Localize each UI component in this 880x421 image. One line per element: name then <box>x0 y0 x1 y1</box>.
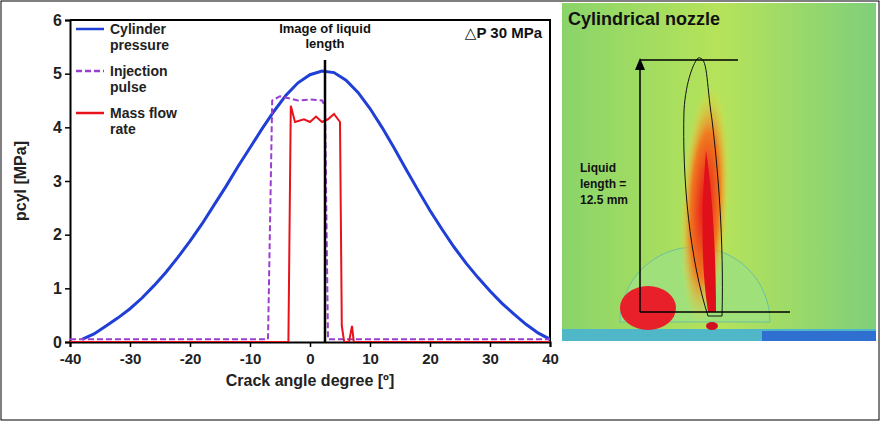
y-tick: 3 <box>53 173 70 190</box>
series-line <box>82 71 550 339</box>
y-axis-title: pcyl [MPa] <box>12 141 29 221</box>
y-tick-label: 3 <box>53 173 62 190</box>
text-line: Mass flow <box>110 105 177 121</box>
y-tick: 0 <box>53 334 70 351</box>
y-tick-label: 4 <box>53 119 62 136</box>
legend-item: Cylinderpressure <box>76 21 169 53</box>
plot-frame <box>70 20 550 342</box>
image-bottom-band <box>562 329 876 341</box>
length-arrowhead <box>635 58 645 70</box>
y-tick: 4 <box>53 119 70 136</box>
text-line: Image of liquid <box>279 21 371 36</box>
y-tick: 5 <box>53 65 70 82</box>
x-tick-label: 10 <box>362 350 379 367</box>
legend-item: Injectionpulse <box>76 63 168 95</box>
annotation-label: △P 30 MPa <box>465 24 543 41</box>
x-tick: -30 <box>120 342 142 367</box>
x-axis-line <box>71 343 551 348</box>
x-tick-label: -20 <box>180 350 202 367</box>
x-tick-label: 0 <box>306 350 314 367</box>
nozzle-left-spot <box>620 286 676 330</box>
legend-item: Mass flowrate <box>76 105 177 137</box>
y-tick-mark <box>65 181 70 183</box>
text-line: Injection <box>110 63 168 79</box>
x-axis-title: Crack angle degree [º] <box>226 372 395 389</box>
legend-swatch <box>76 28 104 31</box>
x-tick-label: 40 <box>542 350 559 367</box>
legend-label: Mass flowrate <box>110 105 177 137</box>
x-tick-label: 20 <box>422 350 439 367</box>
y-tick-label: 6 <box>53 12 62 29</box>
y-tick: 1 <box>53 280 70 297</box>
text-line: rate <box>110 121 136 137</box>
figure: -40 -30 -20 -10 0 10 20 30 40 0 1 2 3 4 5 6 Crack angle … <box>0 0 880 421</box>
y-axis-line <box>65 21 71 343</box>
nozzle-tip <box>706 322 718 330</box>
length-marker <box>640 60 790 312</box>
text-line: pulse <box>110 79 147 95</box>
x-axis: -40 -30 -20 -10 0 10 20 30 40 <box>60 342 559 367</box>
y-tick-mark <box>65 73 70 75</box>
x-tick: -20 <box>180 342 202 367</box>
image-bottom-right <box>762 331 876 341</box>
y-axis: 0 1 2 3 4 5 6 <box>53 12 70 351</box>
text-line: length <box>306 36 345 51</box>
y-tick-mark <box>65 288 70 290</box>
y-tick-label: 1 <box>53 280 62 297</box>
annotation-line <box>324 60 327 342</box>
y-tick-label: 0 <box>53 334 62 351</box>
plot-lines <box>70 60 550 342</box>
y-tick: 2 <box>53 226 70 243</box>
legend-swatch <box>76 112 104 115</box>
figure-frame <box>1 1 879 420</box>
x-tick-label: -10 <box>240 350 262 367</box>
image-label: Liquid length = 12.5 mm <box>580 161 628 207</box>
series-line <box>70 106 550 342</box>
y-tick: 6 <box>53 12 70 29</box>
annotation-label: Image of liquidlength <box>279 21 371 51</box>
text-line: 12.5 mm <box>580 193 628 207</box>
text-line: pressure <box>110 37 169 53</box>
legend-label: Injectionpulse <box>110 63 168 95</box>
y-tick-mark <box>65 127 70 129</box>
legend-label: Cylinderpressure <box>110 21 169 53</box>
y-tick-label: 2 <box>53 226 62 243</box>
series-line <box>70 96 550 339</box>
x-tick: -10 <box>240 342 262 367</box>
image-background <box>562 3 876 341</box>
x-tick: 30 <box>482 342 499 367</box>
x-tick-label: 30 <box>482 350 499 367</box>
x-tick: 0 <box>306 342 314 367</box>
text-line: Cylinder <box>110 21 167 37</box>
x-tick: 10 <box>362 342 379 367</box>
y-tick-mark <box>65 342 70 344</box>
x-tick-label: -30 <box>120 350 142 367</box>
text-line: length = <box>580 177 626 191</box>
legend-swatch <box>76 70 104 73</box>
spray-image <box>562 3 876 341</box>
y-tick-mark <box>65 20 70 22</box>
x-tick: 20 <box>422 342 439 367</box>
spray-outline <box>684 58 723 316</box>
text-line: Liquid <box>580 161 616 175</box>
y-tick-label: 5 <box>53 65 62 82</box>
y-tick-mark <box>65 234 70 236</box>
image-title: Cylindrical nozzle <box>568 9 720 29</box>
spray-core <box>703 150 717 312</box>
legend: Cylinderpressure Injectionpulse Mass flowr… <box>76 21 177 137</box>
x-tick-label: -40 <box>60 350 82 367</box>
